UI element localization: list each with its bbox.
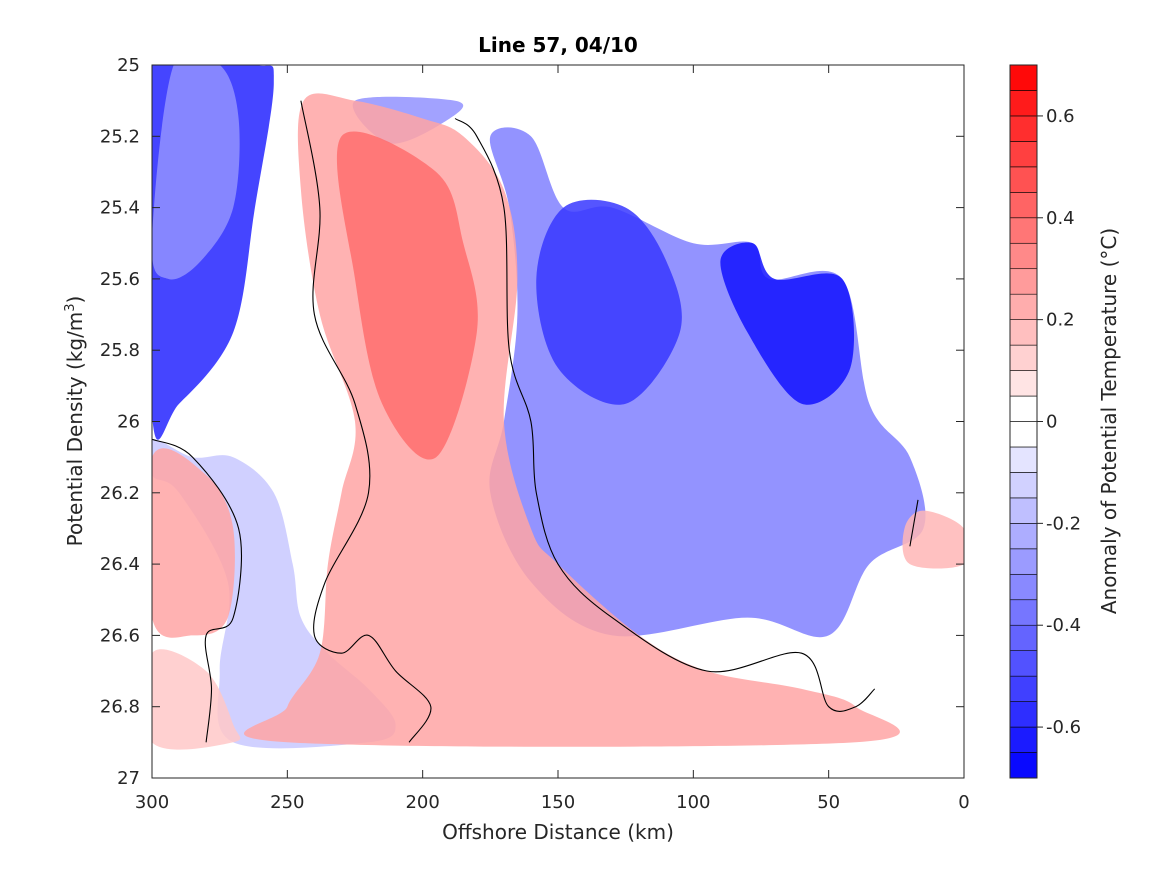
warm-anomaly-region-10 [152,448,235,638]
x-tick-label: 100 [676,792,710,813]
colorbar-tick-label: -0.2 [1046,513,1081,534]
zero-contour-line-2 [454,118,876,712]
colorbar-segment [1009,497,1038,524]
warm-anomaly-region-11 [152,649,241,750]
zero-contour-line-1 [300,100,432,743]
colorbar-segment [1009,701,1038,728]
colorbar-segment [1009,599,1038,626]
chart-title: Line 57, 04/10 [478,33,638,57]
colorbar-tick-label: 0.2 [1046,310,1075,331]
y-axis-label-superscript: 3 [63,303,78,311]
colorbar-segment [1009,573,1038,601]
colorbar-segment [1009,650,1038,677]
colorbar-segment [1009,472,1038,499]
colorbar-segment [1009,64,1038,91]
colorbar-tick-label: 0 [1046,412,1057,433]
colorbar-segment [1009,421,1038,448]
colorbar-segment [1009,395,1038,422]
colorbar-label: Anomaly of Potential Temperature (°C) [1097,228,1121,614]
x-tick-label: 250 [270,792,304,813]
colorbar-segment [1009,523,1038,550]
y-tick-label: 26.6 [100,625,140,646]
anomaly-regions [152,65,964,750]
x-tick-label: 200 [405,792,439,813]
y-tick-label: 25.6 [100,269,140,290]
colorbar: -0.6 -0.4 -0.2 0 0.2 0.4 0.6 [1009,64,1081,779]
colorbar-segment [1009,141,1038,168]
colorbar-segment [1009,319,1038,346]
x-tick-label: 150 [541,792,575,813]
x-tick-label: 50 [817,792,840,813]
y-axis: 25 25.2 25.4 25.6 25.8 26 26.2 26.4 26.6 26.8 27 [100,55,964,789]
y-tick-label: 25.2 [100,126,140,147]
colorbar-tick-label: 0.4 [1046,208,1075,229]
colorbar-segment [1009,624,1038,651]
y-axis-label: Potential Density (kg/m3) [63,296,87,547]
zero-contours [152,100,919,743]
y-axis-label-main: Potential Density (kg/m [63,312,87,547]
colorbar-segment [1009,344,1038,371]
colorbar-tick-label: -0.6 [1046,717,1081,738]
cold-anomaly-region-7 [720,242,855,405]
colorbar-segment [1009,115,1038,142]
y-tick-label: 25.8 [100,340,140,361]
zero-contour-line-3 [152,438,243,743]
colorbar-segment [1009,370,1038,397]
colorbar-segment [1009,217,1038,244]
colorbar-tick-label: -0.4 [1046,615,1081,636]
cold-anomaly-region-2 [152,65,240,280]
colorbar-segment [1009,90,1038,117]
zero-contour-line-4 [909,499,919,547]
colorbar-segment [1009,293,1038,320]
x-tick-label: 0 [958,792,969,813]
colorbar-segment [1009,166,1038,193]
colorbar-segment [1009,726,1038,753]
y-axis-label-close: ) [63,296,87,304]
x-axis: 300 250 200 150 100 50 0 [135,65,970,813]
y-tick-label: 26.4 [100,554,140,575]
y-tick-label: 26.2 [100,483,140,504]
y-tick-label: 27 [117,768,140,789]
colorbar-segment [1009,446,1038,473]
warm-anomaly-region-9 [336,131,478,460]
warm-anomaly-region-12 [902,510,964,569]
colorbar-segment [1009,268,1038,295]
y-tick-label: 25.4 [100,198,140,219]
y-tick-label: 25 [117,55,140,76]
y-tick-label: 26.8 [100,697,140,718]
x-tick-label: 300 [135,792,169,813]
colorbar-segment [1009,242,1038,270]
y-tick-label: 26 [117,412,140,433]
colorbar-segment [1009,675,1038,702]
colorbar-segment [1009,192,1038,219]
x-axis-label: Offshore Distance (km) [442,820,674,844]
colorbar-segment [1009,752,1038,779]
cold-anomaly-region-6 [536,199,682,405]
colorbar-segment [1009,548,1038,575]
colorbar-tick-label: 0.6 [1046,106,1075,127]
